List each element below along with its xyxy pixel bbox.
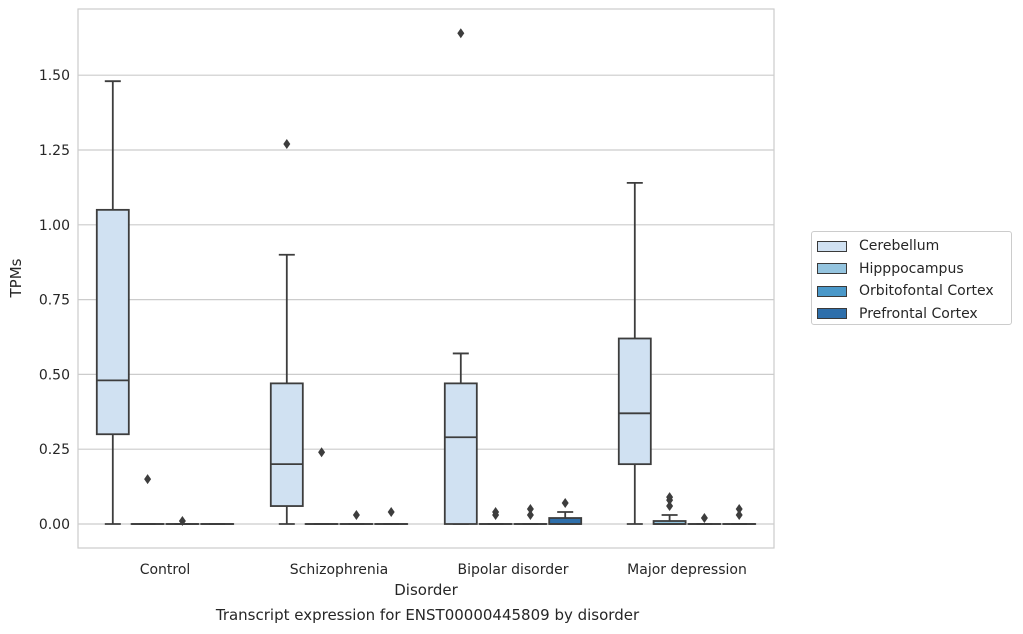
y-axis-title: TPMs [7,258,25,298]
x-tick-label: Bipolar disorder [457,562,568,578]
outlier-point [666,501,674,512]
y-tick-label: 1.00 [39,218,70,234]
outlier-point [318,447,326,458]
y-tick-labels: 0.00 0.25 0.50 0.75 1.00 1.25 1.50 [39,68,70,533]
box-hipppocampus [652,492,687,525]
box-cerebellum [443,28,478,525]
box-hipppocampus [304,447,339,525]
box-orbitofontal-cortex [339,510,374,525]
outlier-point [561,498,569,509]
outlier-point [492,507,500,518]
x-tick-labels: Control Schizophrenia Bipolar disorder Majo… [140,562,747,578]
box-body [617,337,652,466]
box-cerebellum [617,182,652,525]
outlier-point [387,507,395,518]
box-cerebellum [95,80,130,525]
chart-caption: Transcript expression for ENST0000044580… [215,606,640,624]
legend-swatch [817,263,847,274]
x-tick-label: Major depression [627,562,747,578]
legend-swatch [817,285,847,297]
box-prefrontal-cortex [548,498,583,525]
outlier-point [178,516,186,527]
plot-area [77,8,775,549]
y-tick-label: 1.25 [39,143,70,159]
legend-swatch [817,308,847,319]
box-orbitofontal-cortex [513,504,548,525]
box-orbitofontal-cortex [165,516,200,527]
outlier-point [144,474,152,485]
y-tick-label: 0.25 [39,442,70,458]
box-prefrontal-cortex [722,504,757,525]
box-body [443,382,478,525]
box-orbitofontal-cortex [687,513,722,525]
x-tick-label: Control [140,562,191,578]
box-hipppocampus [130,474,165,525]
x-axis-title: Disorder [394,581,458,599]
y-tick-label: 1.50 [39,68,70,84]
legend-label: Cerebellum [859,238,940,254]
outlier-point [526,510,534,521]
legend-label: Prefrontal Cortex [859,305,978,322]
x-tick-label: Schizophrenia [290,562,388,578]
outlier-point [735,510,743,521]
y-tick-label: 0.50 [39,367,70,383]
legend-item: Orbitofontal Cortex [817,281,994,301]
legend-label: Orbitofontal Cortex [859,283,994,299]
outlier-point [283,139,291,150]
outlier-point [526,504,534,515]
legend-item: Hipppocampus [817,259,964,279]
y-tick-label: 0.00 [39,517,70,533]
outlier-point [666,492,674,503]
box-body [95,208,130,436]
legend: Cerebellum Hipppocampus Orbitofontal Corte… [811,231,1012,325]
outlier-point [700,513,708,524]
outlier-point [352,510,360,521]
legend-label: Hipppocampus [859,260,964,277]
outlier-point [457,28,465,39]
legend-item: Prefrontal Cortex [817,304,978,324]
y-tick-label: 0.75 [39,293,70,309]
box-body [269,382,304,507]
box-cerebellum [269,139,304,525]
legend-swatch [817,240,847,252]
legend-item: Cerebellum [817,236,939,256]
outlier-point [735,504,743,515]
box-prefrontal-cortex [374,507,409,525]
box-hipppocampus [478,507,513,525]
box-series [95,28,757,527]
